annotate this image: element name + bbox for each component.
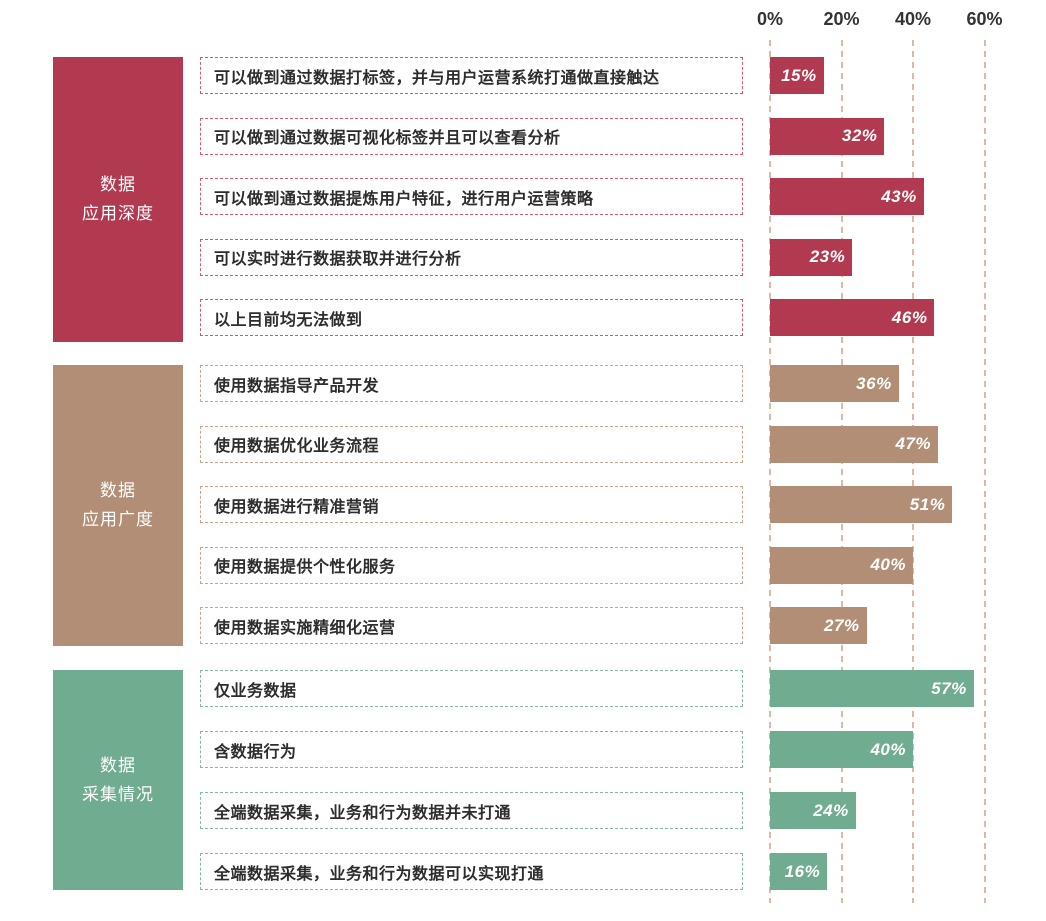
item-label: 全端数据采集，业务和行为数据并未打通 [214, 804, 512, 822]
category-block: 数据 应用广度 [53, 365, 183, 646]
bar-value-label: 40% [870, 555, 906, 574]
item-label: 使用数据进行精准营销 [214, 498, 380, 516]
item-label: 可以做到通过数据打标签，并与用户运营系统打通做直接触达 [214, 69, 660, 87]
item-label-box: 使用数据优化业务流程 [200, 425, 743, 463]
bar: 23% [770, 238, 853, 276]
item-label-box: 使用数据指导产品开发 [200, 365, 743, 402]
bar-value-label: 24% [813, 800, 849, 820]
bar: 16% [770, 853, 828, 890]
axis-tick-label: 40% [894, 9, 932, 29]
axis-tick-label: 0% [756, 9, 784, 29]
bar-value-label: 27% [823, 615, 860, 635]
item-label: 使用数据提供个性化服务 [214, 559, 396, 576]
bar: 46% [770, 299, 935, 336]
bar: 57% [770, 670, 974, 707]
item-label-box: 使用数据进行精准营销 [200, 486, 743, 523]
category-block: 数据 采集情况 [53, 670, 183, 890]
item-label: 使用数据实施精细化运营 [214, 619, 396, 637]
item-label-box: 可以实时进行数据获取并进行分析 [200, 238, 743, 276]
bar: 40% [770, 546, 913, 584]
bar-value-label: 40% [870, 739, 906, 759]
category-label-line: 数据 [100, 175, 136, 194]
item-label-box: 使用数据实施精细化运营 [200, 607, 743, 644]
item-label-box: 以上目前均无法做到 [200, 299, 743, 336]
bar-value-label: 46% [891, 307, 928, 327]
bar-value-label: 47% [895, 434, 932, 453]
gridline-40 [912, 40, 914, 903]
category-label-line: 应用广度 [82, 510, 154, 529]
gridline-60 [983, 40, 986, 903]
bar: 47% [770, 425, 939, 463]
item-label: 可以实时进行数据获取并进行分析 [214, 251, 462, 268]
item-label-box: 全端数据采集，业务和行为数据可以实现打通 [200, 853, 743, 890]
gridline-20 [840, 40, 843, 903]
item-label-box: 可以做到通过数据打标签，并与用户运营系统打通做直接触达 [200, 57, 743, 94]
bar-value-label: 16% [784, 861, 821, 881]
item-label: 使用数据指导产品开发 [214, 377, 380, 395]
axis-tick-label: 20% [823, 9, 860, 29]
bar-value-label: 36% [856, 373, 892, 393]
item-label: 可以做到通过数据可视化标签并且可以查看分析 [214, 130, 561, 147]
category-label-line: 数据 [100, 481, 136, 500]
item-label-box: 可以做到通过数据可视化标签并且可以查看分析 [200, 117, 743, 155]
item-label: 全端数据采集，业务和行为数据可以实现打通 [214, 865, 545, 883]
category-block: 数据 应用深度 [53, 57, 183, 342]
bar-value-label: 43% [881, 186, 917, 206]
item-label: 使用数据优化业务流程 [214, 438, 380, 455]
bar-value-label: 57% [931, 678, 967, 698]
gridline-0 [769, 40, 771, 903]
category-label-line: 采集情况 [82, 784, 154, 804]
item-label-box: 可以做到通过数据提炼用户特征，进行用户运营策略 [200, 178, 743, 215]
bar: 24% [770, 792, 856, 829]
axis-tick-label: 60% [966, 9, 1003, 29]
bar-value-label: 15% [781, 65, 817, 85]
bar: 15% [770, 57, 824, 94]
item-label-box: 仅业务数据 [200, 670, 743, 707]
bar: 43% [770, 178, 924, 215]
bar-value-label: 32% [841, 126, 878, 145]
category-label-line: 数据 [100, 755, 136, 775]
bar-value-label: 23% [809, 247, 846, 266]
item-label: 以上目前均无法做到 [214, 311, 363, 329]
item-label-box: 含数据行为 [200, 731, 743, 768]
item-label: 仅业务数据 [214, 682, 297, 700]
bar: 51% [770, 486, 953, 523]
item-label: 可以做到通过数据提炼用户特征，进行用户运营策略 [214, 190, 594, 208]
bar: 27% [770, 607, 867, 644]
category-label-line: 应用深度 [82, 204, 154, 223]
bar: 40% [770, 731, 913, 768]
item-label: 含数据行为 [214, 743, 297, 761]
bar-value-label: 51% [909, 494, 946, 514]
bar: 36% [770, 365, 899, 402]
bar: 32% [770, 117, 885, 155]
item-label-box: 使用数据提供个性化服务 [200, 546, 743, 584]
item-label-box: 全端数据采集，业务和行为数据并未打通 [200, 792, 743, 829]
